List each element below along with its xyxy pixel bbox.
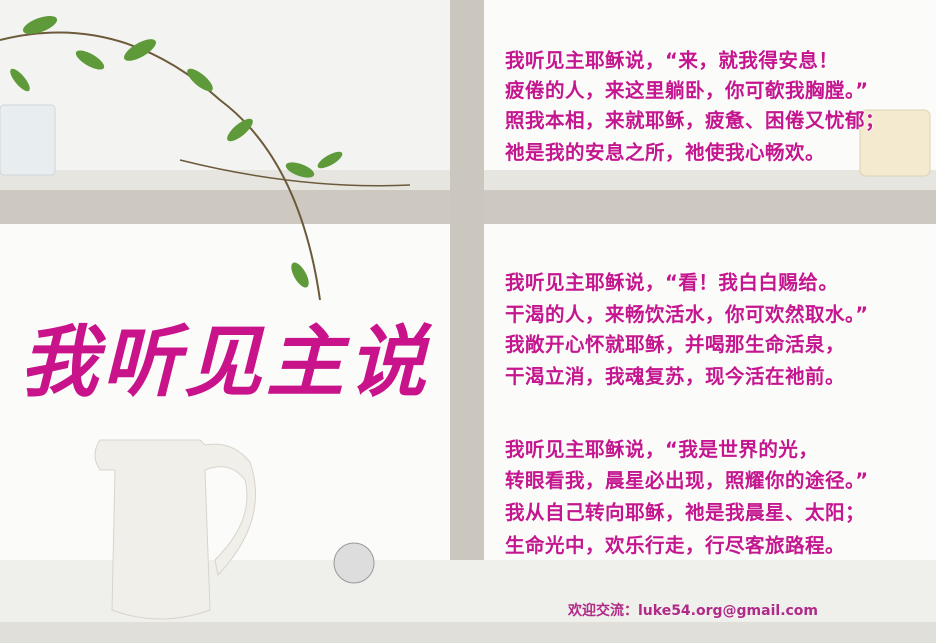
verse-line: 转眼看我，晨星必出现，照耀你的途径。” (505, 469, 869, 492)
verse-line: 我听见主耶稣说，“来，就我得安息！ (505, 49, 839, 72)
contact: 欢迎交流：luke54.org@gmail.com (568, 603, 819, 619)
verse-line: 我敞开心怀就耶稣，并喝那生命活泉， (505, 333, 846, 356)
verse-line: 干渴的人，来畅饮活水，你可欢然取水。” (505, 303, 869, 326)
title: 我听见主说 (20, 318, 431, 408)
verse-line: 我听见主耶稣说，“我是世界的光， (505, 438, 819, 461)
verse-line: 照我本相，来就耶稣，疲惫、困倦又忧郁； (505, 109, 886, 132)
verse-line: 生命光中，欢乐行走，行尽客旅路程。 (505, 534, 846, 557)
verse-line: 我听见主耶稣说，“看！我白白赐给。 (505, 271, 839, 294)
verse-line: 我从自己转向耶稣，祂是我晨星、太阳； (505, 501, 866, 524)
verse-line: 干渴立消，我魂复苏，现今活在祂前。 (505, 365, 846, 388)
verse-line: 祂是我的安息之所，祂使我心畅欢。 (505, 141, 826, 164)
verse-line: 疲倦的人，来这里躺卧，你可欹我胸膛。” (505, 79, 869, 102)
